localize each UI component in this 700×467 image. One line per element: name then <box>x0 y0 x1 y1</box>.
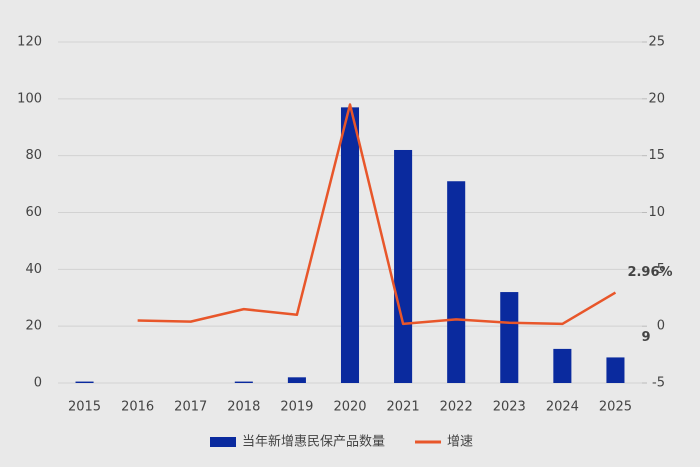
bar <box>394 149 413 383</box>
bar <box>447 181 466 383</box>
x-tick-label: 2018 <box>227 400 260 415</box>
y2-tick-label: 10 <box>648 205 665 220</box>
legend-label: 当年新增惠民保产品数量 <box>242 434 385 450</box>
x-tick-label: 2025 <box>599 400 632 415</box>
line <box>137 103 617 326</box>
bar <box>340 107 360 383</box>
y2-tick-label: -5 <box>652 376 665 391</box>
bar <box>75 381 94 383</box>
y2-tick-label: 5 <box>657 262 665 277</box>
x-tick-label: 2020 <box>333 400 366 415</box>
y-tick-label: 40 <box>25 262 42 277</box>
y-tick-label: 120 <box>17 35 42 50</box>
y-tick-label: 60 <box>25 205 42 220</box>
bar <box>553 348 572 383</box>
x-tick-label: 2017 <box>174 400 207 415</box>
data-label: 9 <box>641 330 650 345</box>
x-tick-label: 2015 <box>68 400 101 415</box>
legend-swatch <box>210 437 236 447</box>
bar <box>606 357 625 383</box>
bar <box>287 377 306 383</box>
x-tick-label: 2021 <box>387 400 420 415</box>
y-tick-label: 20 <box>25 319 42 334</box>
y2-tick-label: 15 <box>648 148 665 163</box>
x-tick-label: 2022 <box>440 400 473 415</box>
y-tick-label: 100 <box>17 91 42 106</box>
legend-label: 增速 <box>447 435 473 450</box>
x-tick-label: 2024 <box>546 400 579 415</box>
bar <box>500 292 519 383</box>
x-tick-label: 2023 <box>493 400 526 415</box>
y2-tick-label: 0 <box>657 319 665 334</box>
x-tick-label: 2019 <box>280 400 313 415</box>
y2-tick-label: 20 <box>648 91 665 106</box>
y2-tick-label: 25 <box>648 35 665 50</box>
data-label: 2.96% <box>627 265 672 280</box>
y-tick-label: 80 <box>25 148 42 163</box>
y-tick-label: 0 <box>34 376 42 391</box>
bar <box>234 381 253 383</box>
x-tick-label: 2016 <box>121 400 154 415</box>
